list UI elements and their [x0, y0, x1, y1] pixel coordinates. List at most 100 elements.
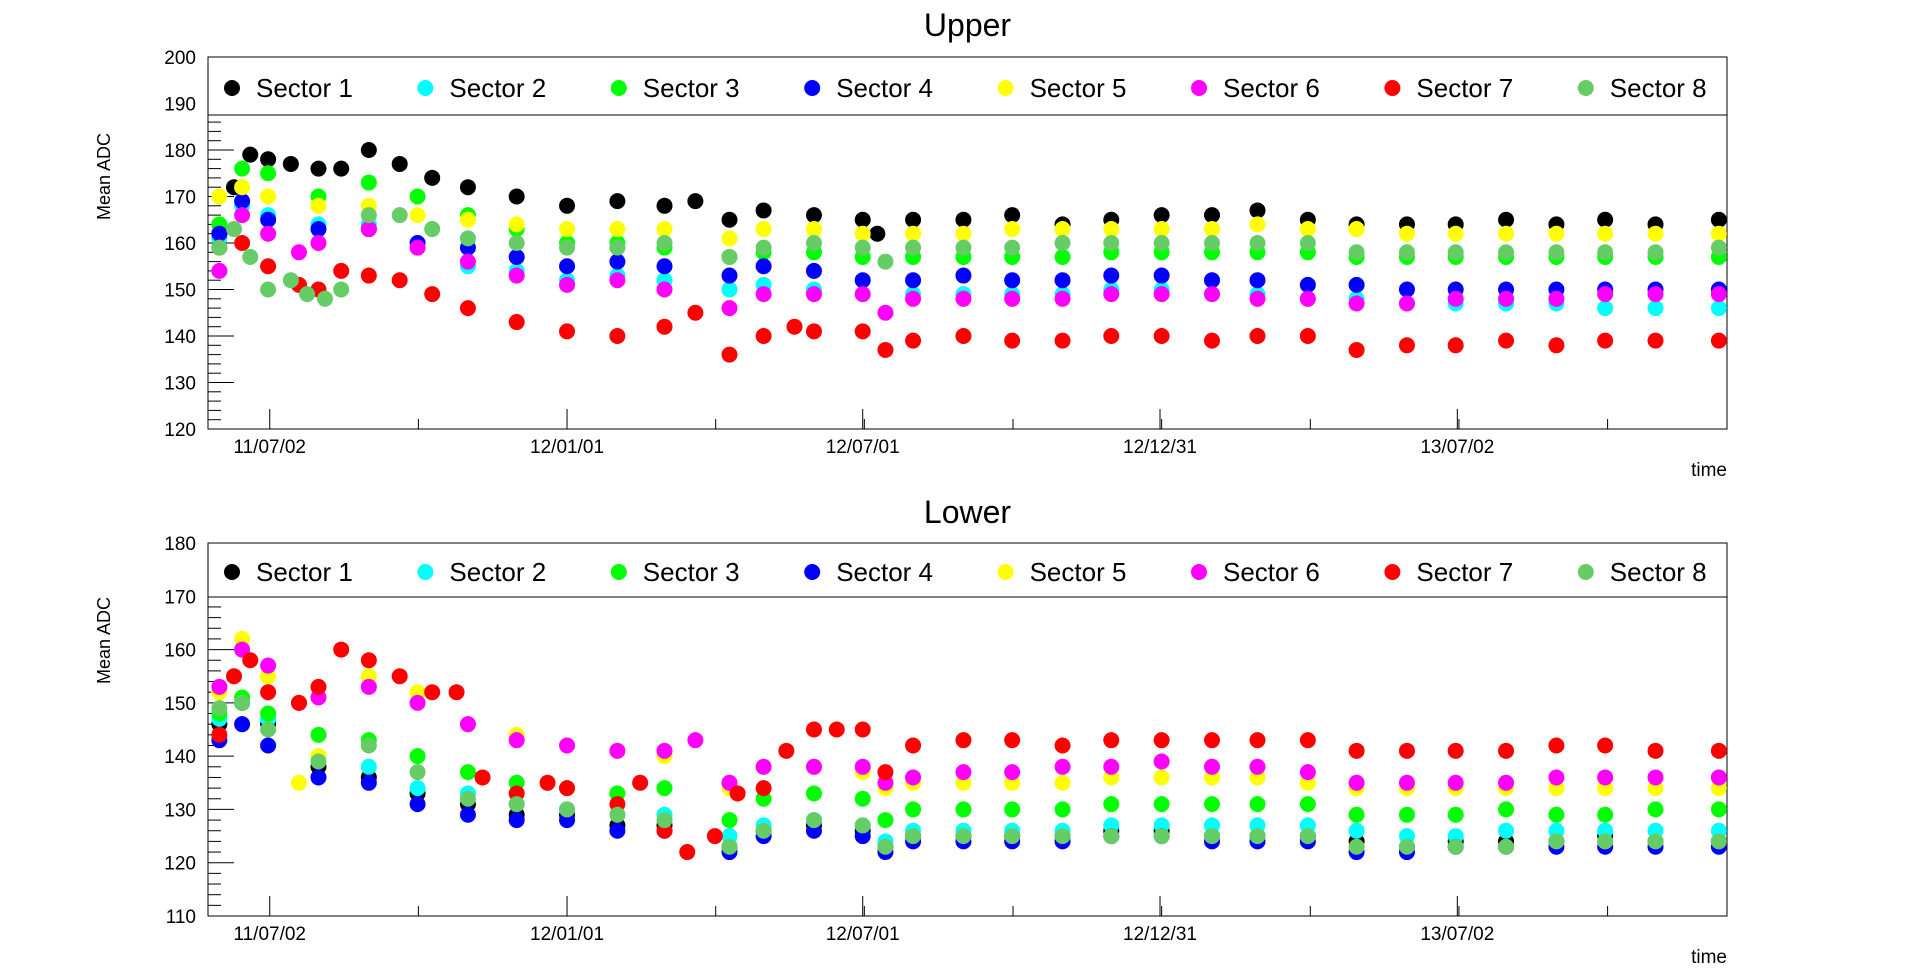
data-point	[1398, 244, 1415, 261]
data-point	[1498, 332, 1515, 349]
legend-label: Sector 2	[449, 73, 546, 103]
data-point	[687, 732, 704, 749]
data-point	[211, 700, 228, 717]
data-point	[1348, 244, 1365, 261]
data-point	[310, 769, 327, 786]
data-point	[391, 207, 408, 224]
data-point	[955, 328, 972, 344]
data-point	[333, 281, 350, 298]
data-point	[1398, 281, 1415, 298]
data-point	[1299, 828, 1316, 845]
data-point	[609, 253, 626, 270]
data-point	[1153, 221, 1170, 238]
data-point	[1299, 796, 1316, 813]
legend-marker	[1191, 564, 1207, 580]
data-point	[290, 244, 307, 261]
data-point	[805, 758, 822, 775]
data-point	[260, 657, 277, 674]
data-point	[459, 300, 476, 317]
series-7	[211, 641, 1727, 861]
data-point	[282, 272, 299, 289]
data-point	[360, 221, 377, 238]
data-point	[1153, 769, 1170, 786]
data-point	[1004, 221, 1021, 238]
data-point	[1398, 295, 1415, 312]
data-point	[687, 193, 704, 210]
data-point	[1597, 244, 1614, 261]
data-point	[234, 716, 251, 733]
data-point	[391, 668, 408, 685]
y-tick-label: 170	[164, 188, 196, 209]
x-tick-label: 12/01/01	[530, 924, 604, 945]
data-point	[1710, 211, 1727, 228]
data-point	[609, 822, 626, 839]
data-point	[854, 721, 871, 738]
legend-label: Sector 7	[1416, 73, 1513, 103]
legend-label: Sector 3	[643, 557, 740, 587]
data-point	[234, 207, 251, 224]
data-point	[508, 812, 525, 829]
data-point	[1004, 272, 1021, 289]
data-point	[609, 272, 626, 289]
y-tick-label: 130	[164, 800, 196, 821]
data-point	[1398, 225, 1415, 242]
data-point	[755, 258, 772, 275]
legend-marker	[804, 80, 821, 96]
data-point	[805, 323, 822, 340]
data-point	[1597, 286, 1614, 303]
data-point	[1004, 239, 1021, 256]
data-point	[805, 721, 822, 738]
data-point	[778, 742, 795, 759]
data-point	[656, 235, 673, 251]
data-point	[1348, 822, 1365, 839]
legend-box	[207, 542, 1728, 598]
data-point	[1004, 732, 1021, 749]
data-point	[1348, 774, 1365, 791]
legend-marker	[224, 80, 240, 96]
data-point	[877, 304, 894, 321]
data-point	[1447, 806, 1464, 823]
data-point	[755, 221, 772, 238]
data-point	[1548, 737, 1565, 754]
data-point	[1710, 225, 1727, 242]
data-point	[559, 221, 576, 238]
data-point	[854, 211, 871, 228]
data-point	[1348, 742, 1365, 759]
data-point	[1498, 742, 1515, 759]
data-point	[333, 160, 350, 177]
data-point	[656, 780, 673, 797]
data-point	[391, 155, 408, 172]
data-point	[1498, 211, 1515, 228]
data-point	[905, 828, 922, 845]
data-point	[609, 742, 626, 759]
data-point	[955, 828, 972, 845]
legend-marker	[1191, 80, 1207, 96]
data-point	[1153, 267, 1170, 284]
data-point	[854, 790, 871, 807]
data-point	[805, 235, 822, 251]
data-point	[755, 239, 772, 256]
data-point	[409, 764, 426, 781]
data-point	[1348, 806, 1365, 823]
data-point	[1647, 332, 1664, 349]
data-point	[1348, 221, 1365, 238]
data-point	[234, 193, 251, 210]
data-point	[310, 221, 327, 238]
y-tick-label: 140	[164, 747, 196, 768]
y-tick-label: 120	[164, 420, 196, 441]
data-point	[225, 668, 242, 685]
data-point	[360, 267, 377, 284]
data-point	[755, 286, 772, 303]
data-point	[905, 239, 922, 256]
data-point	[260, 188, 277, 205]
data-point	[1348, 295, 1365, 312]
data-point	[360, 758, 377, 775]
data-point	[409, 207, 426, 224]
data-point	[391, 272, 408, 289]
data-point	[656, 221, 673, 238]
y-tick-label: 150	[164, 281, 196, 302]
data-point	[1548, 337, 1565, 354]
legend-label: Sector 5	[1030, 73, 1127, 103]
data-point	[260, 684, 277, 701]
